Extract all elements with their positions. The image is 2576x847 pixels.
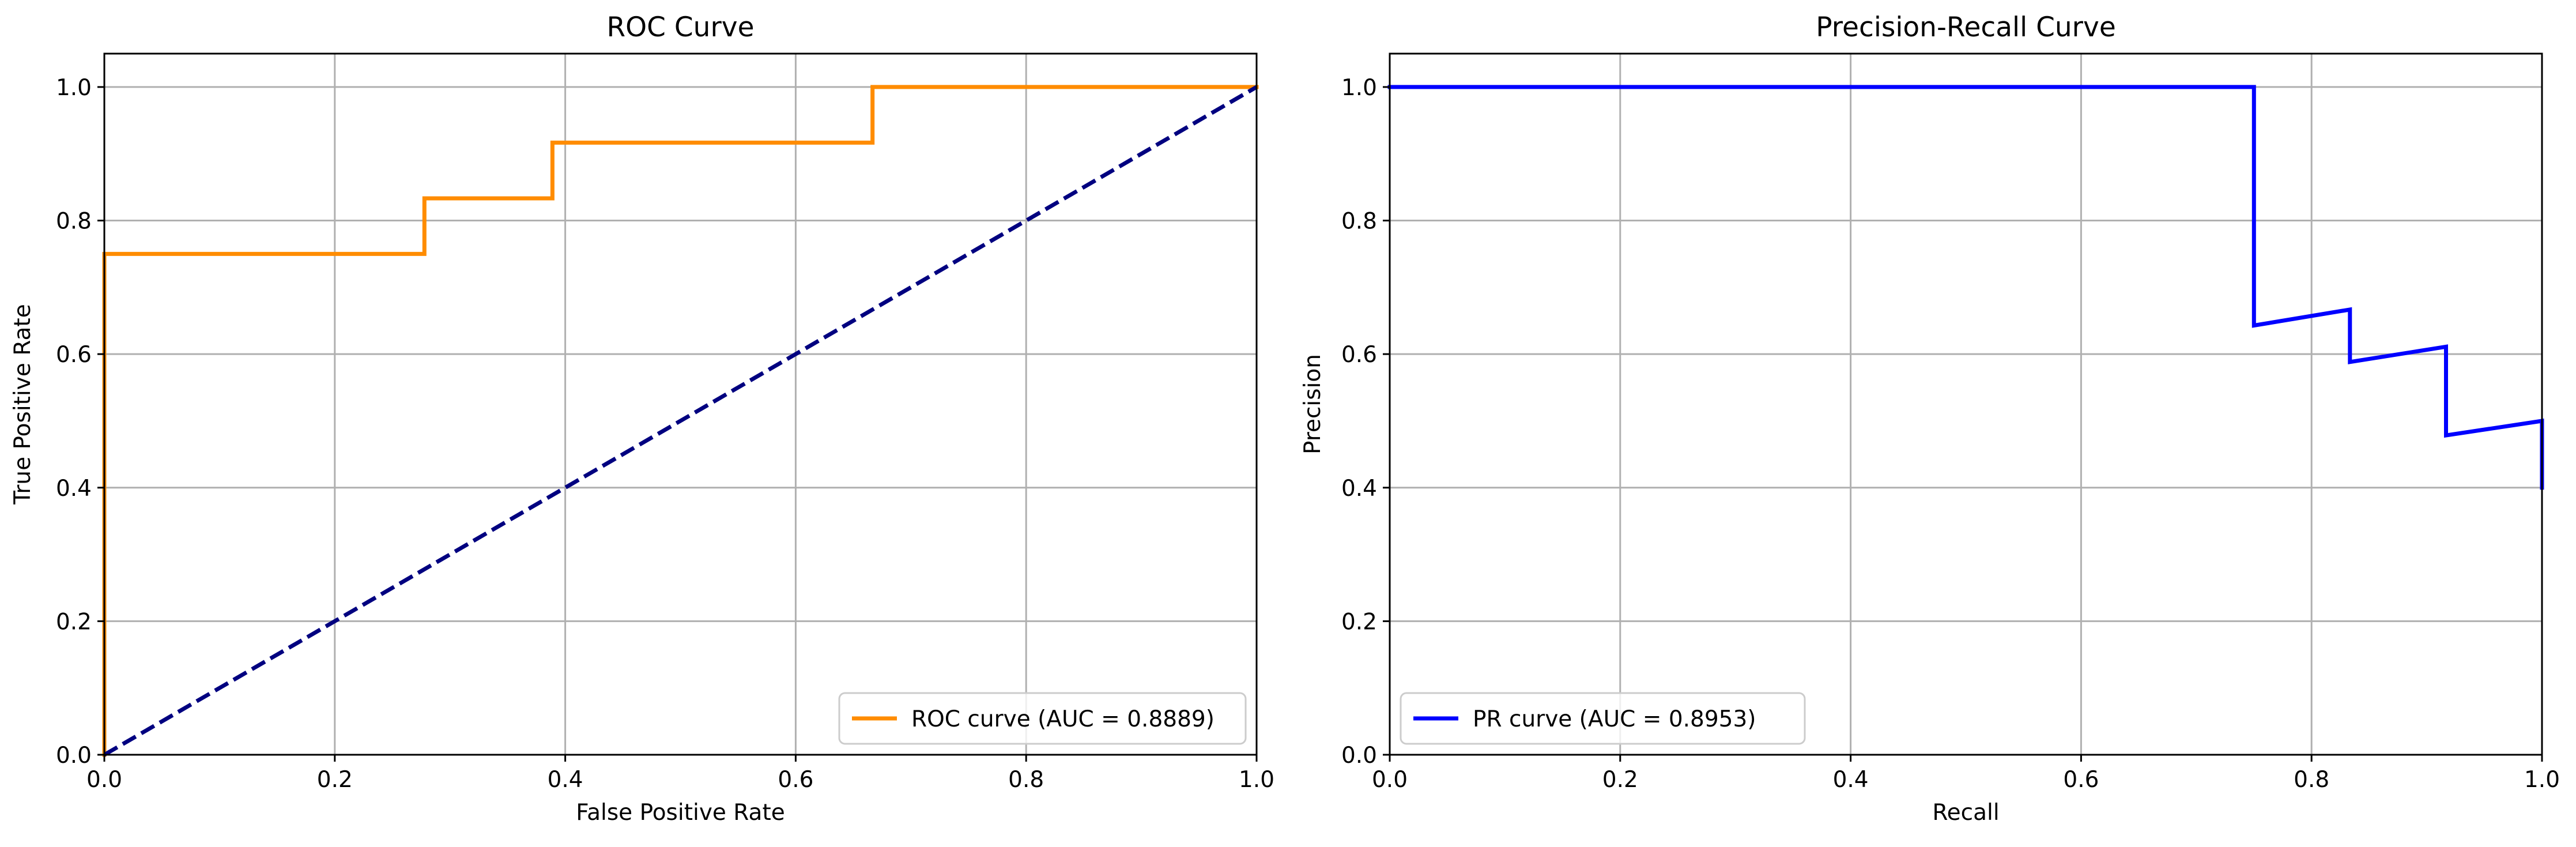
- x-tick-label: 1.0: [1239, 767, 1274, 793]
- x-tick-label: 0.4: [1833, 767, 1869, 793]
- y-tick-label: 0.4: [1341, 476, 1377, 502]
- legend-box: [1400, 692, 1806, 745]
- chart-title: ROC Curve: [606, 12, 754, 43]
- x-axis-label: Recall: [1932, 800, 1999, 826]
- y-tick-label: 1.0: [56, 75, 92, 101]
- y-tick-label: 0.8: [1341, 209, 1377, 235]
- legend-box: [838, 692, 1247, 745]
- plot-frame: [1389, 52, 2543, 756]
- x-tick-label: 0.6: [2063, 767, 2099, 793]
- series-line-1: [1387, 85, 2544, 490]
- y-tick-label: 0.0: [1341, 743, 1377, 769]
- chart-1: 0.0 0.2 0.4 0.6 0.8 1.0 0.0 0.2 0.4 0.6 0.8 1.0 ROC …: [10, 12, 1274, 826]
- series-line-2: [103, 85, 1258, 757]
- y-tick-label: 0.4: [56, 476, 92, 502]
- legend: PR curve (AUC = 0.8953): [1400, 692, 1806, 745]
- x-tick-label: 0.8: [2294, 767, 2329, 793]
- chart-2: 0.0 0.2 0.4 0.6 0.8 1.0 0.0 0.2 0.4 0.6 0.8 1.0 Prec…: [1300, 12, 2560, 826]
- y-tick-label: 0.0: [56, 743, 92, 769]
- y-axis-label: True Positive Rate: [10, 304, 36, 505]
- legend: ROC curve (AUC = 0.8889): [838, 692, 1247, 745]
- y-tick-label: 0.6: [56, 342, 92, 368]
- x-tick-label: 0.0: [1372, 767, 1408, 793]
- y-tick-label: 0.2: [1341, 609, 1377, 635]
- x-axis-label: False Positive Rate: [576, 800, 785, 826]
- x-tick-label: 0.4: [548, 767, 583, 793]
- y-tick-label: 0.2: [56, 609, 92, 635]
- x-tick-label: 0.6: [778, 767, 813, 793]
- y-tick-label: 1.0: [1341, 75, 1377, 101]
- x-tick-label: 0.0: [86, 767, 122, 793]
- y-axis-label: Precision: [1300, 354, 1326, 454]
- x-tick-label: 0.2: [1602, 767, 1638, 793]
- series-line-1: [102, 85, 1259, 757]
- plot-frame: [103, 52, 1258, 756]
- x-tick-label: 0.2: [317, 767, 353, 793]
- legend-entry: ROC curve (AUC = 0.8889): [911, 706, 1215, 732]
- x-tick-label: 1.0: [2524, 767, 2560, 793]
- y-tick-label: 0.8: [56, 209, 92, 235]
- y-tick-label: 0.6: [1341, 342, 1377, 368]
- x-tick-label: 0.8: [1008, 767, 1044, 793]
- chart-title: Precision-Recall Curve: [1816, 12, 2116, 43]
- legend-entry: PR curve (AUC = 0.8953): [1473, 706, 1756, 732]
